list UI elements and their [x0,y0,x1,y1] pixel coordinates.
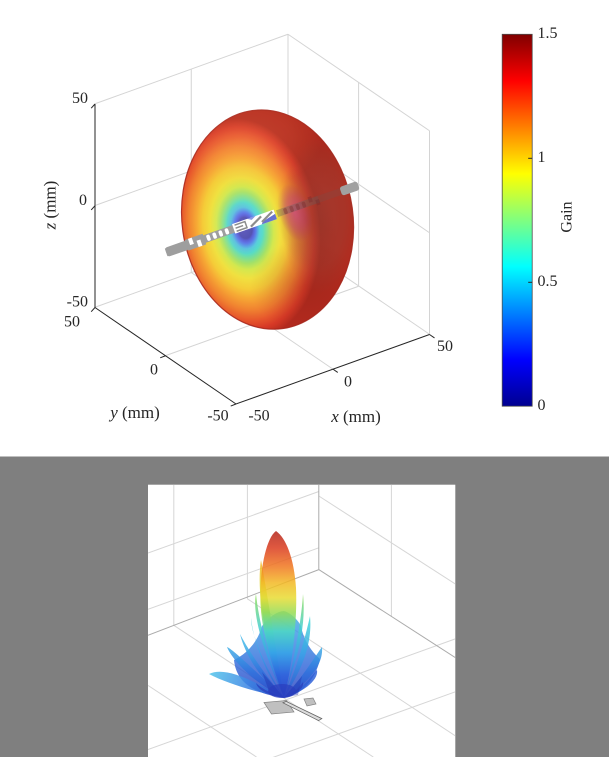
svg-text:1.5: 1.5 [538,25,558,42]
svg-text:1: 1 [538,149,546,166]
svg-text:50: 50 [72,90,88,107]
svg-text:0: 0 [344,374,352,391]
svg-text:50: 50 [64,314,80,331]
svg-text:y (mm): y (mm) [108,403,160,422]
svg-text:x (mm): x (mm) [330,407,381,426]
svg-text:-50: -50 [67,294,88,311]
svg-text:Gain: Gain [559,201,576,232]
svg-text:0: 0 [150,362,158,379]
svg-text:z (mm): z (mm) [41,181,60,231]
svg-text:50: 50 [437,338,453,355]
svg-text:0.5: 0.5 [538,273,558,290]
svg-text:-50: -50 [248,408,269,425]
svg-text:0: 0 [79,192,87,209]
svg-text:0: 0 [538,397,546,414]
svg-text:-50: -50 [207,407,228,424]
